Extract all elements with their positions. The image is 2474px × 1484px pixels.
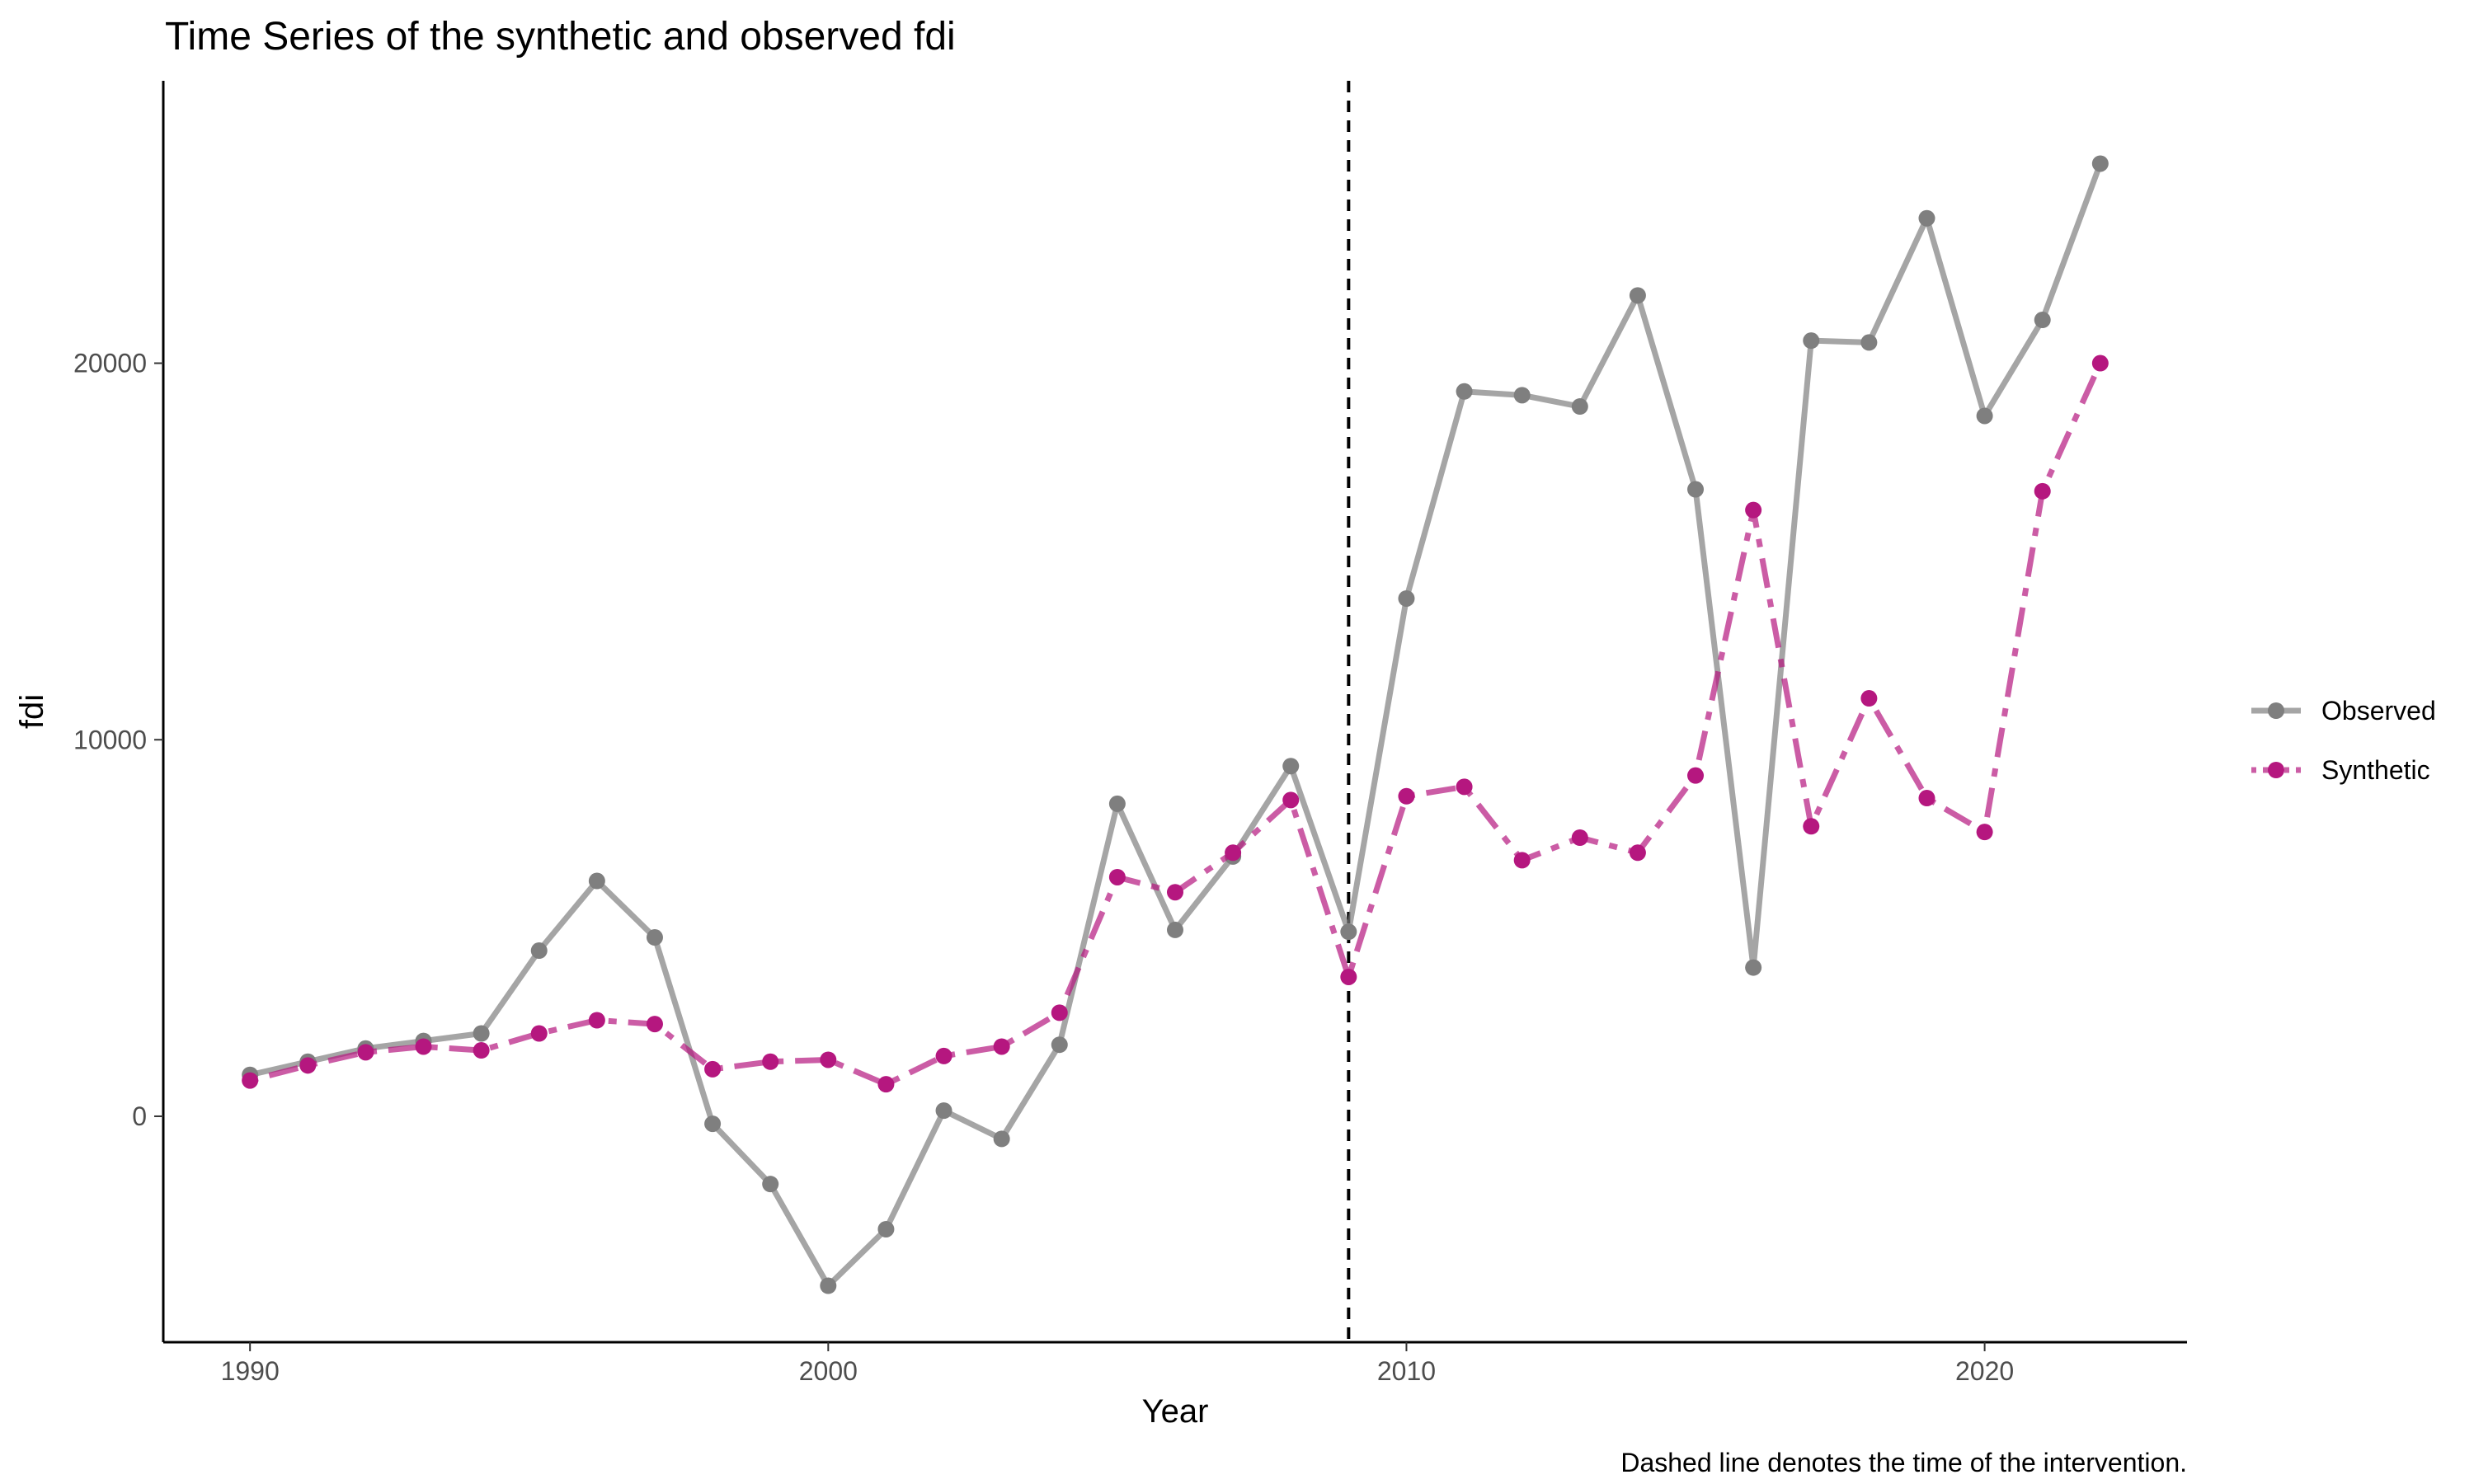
data-point-observed-1994: [473, 1025, 490, 1042]
data-point-observed-2010: [1398, 589, 1415, 607]
data-point-synthetic-2011: [1456, 778, 1473, 796]
data-point-observed-2008: [1282, 758, 1300, 775]
data-point-observed-1999: [762, 1176, 779, 1193]
data-point-synthetic-1999: [762, 1053, 779, 1070]
data-point-observed-2021: [2034, 312, 2051, 329]
data-point-synthetic-2021: [2034, 482, 2051, 500]
data-point-observed-2016: [1745, 959, 1762, 976]
data-point-observed-2019: [1918, 209, 1935, 227]
data-point-observed-2001: [877, 1220, 895, 1237]
data-point-observed-1997: [646, 929, 663, 946]
data-point-observed-2004: [1051, 1036, 1068, 1054]
x-axis-title: Year: [1142, 1393, 1209, 1430]
data-point-synthetic-1996: [588, 1012, 605, 1029]
x-axis-ticks: 1990 2000 2010 2020: [221, 1342, 2014, 1386]
data-point-synthetic-1993: [415, 1038, 432, 1055]
data-point-synthetic-2017: [1803, 818, 1820, 835]
data-point-synthetic-1990: [242, 1072, 259, 1089]
data-point-synthetic-2007: [1225, 844, 1242, 862]
data-point-observed-1995: [530, 942, 548, 960]
data-point-synthetic-1991: [299, 1057, 317, 1074]
x-tick-label: 2000: [799, 1356, 858, 1386]
data-point-synthetic-2022: [2091, 355, 2109, 372]
plot-area: [242, 81, 2109, 1342]
data-point-synthetic-1994: [473, 1042, 490, 1059]
data-point-synthetic-2015: [1687, 767, 1705, 784]
legend-key-point-observed: [2268, 702, 2284, 719]
data-point-observed-2022: [2091, 155, 2109, 172]
data-point-observed-2015: [1687, 481, 1705, 498]
y-tick-label: 0: [132, 1101, 147, 1131]
data-point-observed-1996: [588, 872, 605, 890]
data-point-synthetic-2014: [1629, 844, 1646, 862]
y-axis-ticks: 0 10000 20000: [73, 349, 163, 1131]
data-point-synthetic-2003: [993, 1038, 1010, 1055]
data-point-observed-2009: [1340, 923, 1357, 941]
data-point-synthetic-2013: [1571, 829, 1588, 846]
data-point-synthetic-2000: [820, 1051, 837, 1068]
y-tick-label: 20000: [73, 349, 147, 378]
x-tick-label: 2010: [1377, 1356, 1436, 1386]
data-point-observed-2013: [1571, 398, 1588, 416]
data-point-synthetic-2008: [1282, 791, 1300, 809]
data-point-synthetic-2019: [1918, 790, 1935, 807]
data-point-observed-2005: [1108, 795, 1126, 812]
data-point-synthetic-1997: [646, 1016, 663, 1033]
x-tick-label: 1990: [221, 1356, 280, 1386]
data-point-synthetic-2004: [1051, 1004, 1068, 1021]
data-point-observed-2006: [1167, 921, 1183, 938]
data-point-synthetic-2016: [1745, 501, 1762, 519]
data-point-synthetic-2010: [1398, 787, 1415, 805]
chart-title: Time Series of the synthetic and observe…: [165, 15, 956, 59]
data-point-observed-2002: [935, 1102, 952, 1120]
data-point-synthetic-2018: [1860, 690, 1878, 707]
data-point-observed-2011: [1456, 383, 1473, 400]
data-point-observed-2014: [1629, 287, 1646, 304]
data-point-synthetic-2001: [877, 1076, 895, 1093]
data-point-synthetic-2002: [935, 1047, 952, 1064]
data-point-observed-2018: [1860, 334, 1878, 351]
x-tick-label: 2020: [1955, 1356, 2014, 1386]
data-point-synthetic-2006: [1167, 884, 1183, 901]
data-point-synthetic-1998: [704, 1060, 722, 1078]
data-point-observed-2017: [1803, 332, 1820, 350]
legend-label-observed: Observed: [2321, 696, 2436, 726]
data-point-synthetic-1992: [357, 1044, 374, 1061]
legend-key-point-synthetic: [2268, 762, 2284, 778]
legend-label-synthetic: Synthetic: [2321, 755, 2430, 785]
data-point-synthetic-1995: [530, 1025, 548, 1042]
data-point-observed-2003: [993, 1130, 1010, 1148]
data-point-synthetic-2012: [1513, 852, 1531, 869]
data-point-synthetic-2005: [1108, 868, 1126, 885]
y-axis-title: fdi: [14, 694, 50, 729]
data-point-synthetic-2020: [1976, 824, 1993, 841]
y-tick-label: 10000: [73, 725, 147, 754]
legend: Observed Synthetic: [2251, 696, 2436, 785]
data-point-observed-1998: [704, 1115, 722, 1133]
chart-caption: Dashed line denotes the time of the inte…: [1620, 1448, 2187, 1477]
data-point-observed-2000: [820, 1277, 837, 1294]
data-point-observed-2020: [1976, 407, 1993, 425]
data-point-synthetic-2009: [1340, 968, 1357, 985]
data-point-observed-2012: [1513, 387, 1531, 404]
